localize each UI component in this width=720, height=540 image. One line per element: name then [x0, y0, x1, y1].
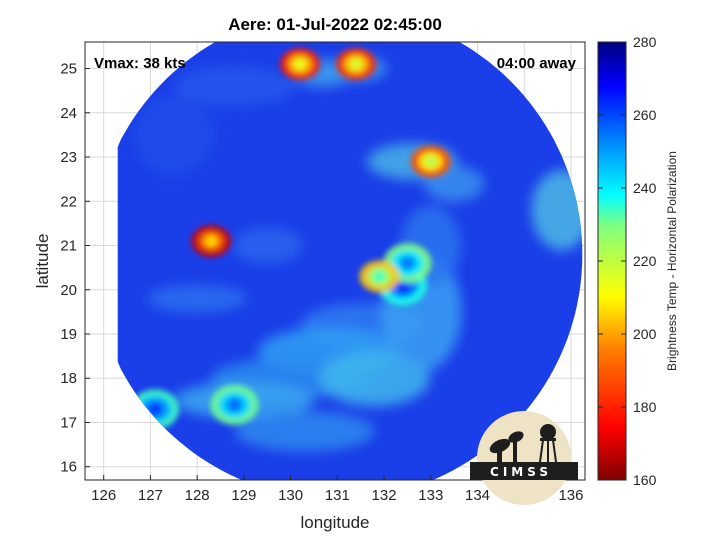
- x-tick-label: 133: [418, 487, 443, 504]
- colorbar-label: Brightness Temp - Horizontal Polarizatio…: [665, 151, 679, 371]
- vmax-annotation: Vmax: 38 kts: [94, 55, 186, 72]
- y-tick-label: 16: [60, 459, 77, 476]
- time-away-annotation: 04:00 away: [497, 55, 577, 72]
- y-tick-label: 23: [60, 149, 77, 166]
- convection-band: [232, 227, 303, 264]
- brightness-temp-swath: [117, 42, 583, 480]
- cimss-logo: CIMSS: [470, 411, 578, 505]
- cold-cloud-core: [424, 156, 437, 167]
- x-tick-label: 126: [91, 487, 116, 504]
- cold-cloud-core: [293, 58, 306, 70]
- x-tick-label: 128: [185, 487, 210, 504]
- cold-cloud-core: [350, 58, 363, 70]
- cold-cloud-core: [373, 271, 386, 282]
- x-tick-label: 131: [325, 487, 350, 504]
- cold-cloud-core: [147, 402, 164, 417]
- cold-cloud-core: [226, 397, 243, 412]
- x-axis-label: longitude: [300, 513, 369, 532]
- colorbar-tick-label: 260: [633, 107, 657, 123]
- convection-band: [174, 66, 295, 107]
- chart-title: Aere: 01-Jul-2022 02:45:00: [228, 15, 442, 34]
- x-tick-label: 134: [465, 487, 490, 504]
- y-axis-label: latitude: [33, 234, 52, 289]
- axes-frame: [84, 41, 586, 481]
- y-tick-label: 22: [60, 193, 77, 210]
- x-tick-label: 127: [138, 487, 163, 504]
- cold-cloud-core: [399, 256, 416, 271]
- x-tick-label: 129: [231, 487, 256, 504]
- colorbar-tick-label: 280: [633, 34, 657, 50]
- y-tick-label: 18: [60, 370, 77, 387]
- y-axis-ticks: 16 17 18 19 20 21 22 23 24 25: [60, 61, 90, 476]
- cold-cloud-core: [205, 235, 218, 247]
- convection-band: [234, 411, 375, 452]
- convection-band: [147, 284, 248, 313]
- colorbar-tick-label: 240: [633, 180, 657, 196]
- colorbar: 160 180 200 220 240 260 280 Brightness Temp - …: [597, 34, 679, 488]
- x-tick-label: 136: [558, 487, 583, 504]
- cimss-logo-text: CIMSS: [490, 465, 552, 479]
- y-tick-label: 25: [60, 61, 77, 78]
- convection-band: [133, 94, 214, 175]
- y-tick-label: 20: [60, 282, 77, 299]
- colorbar-tick-label: 200: [633, 326, 657, 342]
- y-tick-label: 21: [60, 238, 77, 255]
- colorbar-tick-label: 160: [633, 472, 657, 488]
- colorbar-tick-label: 180: [633, 399, 657, 415]
- y-tick-label: 24: [60, 105, 77, 122]
- y-tick-label: 17: [60, 414, 77, 431]
- colorbar-tick-label: 220: [633, 253, 657, 269]
- x-tick-label: 132: [372, 487, 397, 504]
- x-tick-label: 130: [278, 487, 303, 504]
- y-tick-label: 19: [60, 326, 77, 343]
